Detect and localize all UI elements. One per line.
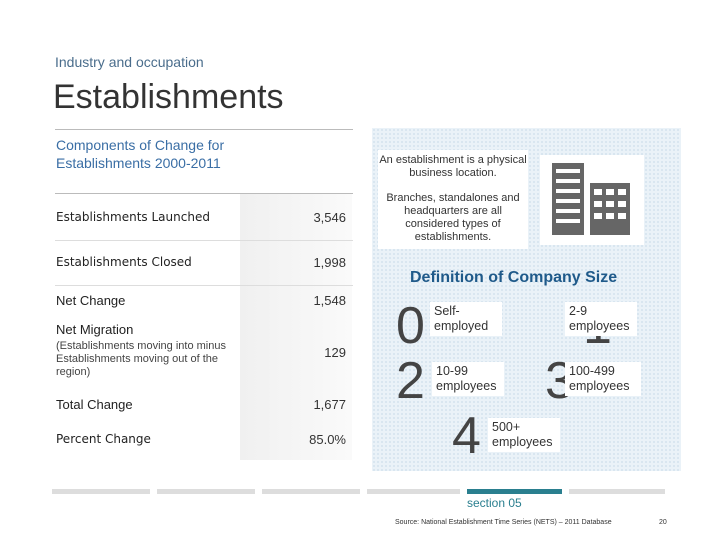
rule xyxy=(55,129,353,130)
size-label: 2-9 employees xyxy=(565,302,637,336)
detail: Branches, standalones and headquarters a… xyxy=(386,192,520,243)
size-heading: Definition of Company Size xyxy=(410,269,618,286)
rule xyxy=(55,240,353,241)
row-label: Net Migration xyxy=(56,322,134,337)
rule xyxy=(55,285,353,286)
rule xyxy=(55,193,353,194)
description: An establishment is a physical business … xyxy=(379,154,527,179)
size-label: 10-99 employees xyxy=(432,362,504,396)
table-heading: Components of Change for Establishments … xyxy=(56,137,225,171)
row-label: Establishments Launched xyxy=(56,210,210,224)
row-note: (Establishments moving into minus Establ… xyxy=(56,340,226,378)
size-number: 0 xyxy=(396,297,425,355)
nav-bar xyxy=(262,489,360,494)
nav-bar xyxy=(569,489,665,494)
source: Source: National Establishment Time Seri… xyxy=(395,519,612,526)
kicker: Industry and occupation xyxy=(55,54,204,70)
page-number: 20 xyxy=(659,519,667,526)
size-number: 2 xyxy=(396,352,425,410)
row-value: 1,548 xyxy=(313,293,346,308)
row-value: 3,546 xyxy=(313,210,346,225)
row-value: 85.0% xyxy=(309,432,346,447)
building-icon xyxy=(540,155,644,245)
row-label: Establishments Closed xyxy=(56,255,192,269)
title: Establishments xyxy=(53,78,284,116)
nav-bar xyxy=(157,489,255,494)
value-column xyxy=(240,194,352,460)
row-value: 1,998 xyxy=(313,255,346,270)
row-label: Percent Change xyxy=(56,432,151,446)
section-label: section 05 xyxy=(467,496,522,510)
size-label: Self-employed xyxy=(430,302,502,336)
row-label: Total Change xyxy=(56,397,133,412)
size-label: 500+ employees xyxy=(488,418,560,452)
info-box: An establishment is a physical business … xyxy=(378,150,528,249)
row-label: Net Change xyxy=(56,293,126,308)
size-number: 4 xyxy=(452,407,481,465)
nav-bar xyxy=(52,489,150,494)
nav-bar xyxy=(367,489,460,494)
size-label: 100-499 employees xyxy=(565,362,641,396)
row-value: 129 xyxy=(324,345,346,360)
nav-bar xyxy=(467,489,562,494)
row-value: 1,677 xyxy=(313,397,346,412)
